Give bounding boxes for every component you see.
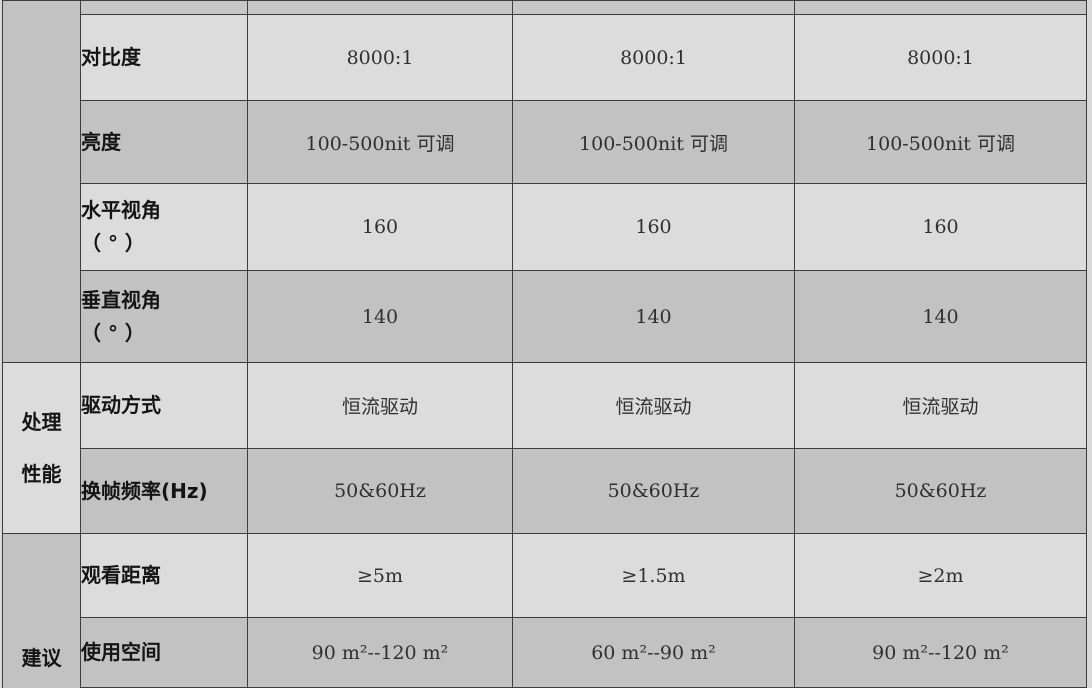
value-brightness-col3: 100-500nit 可调 [794,100,1087,184]
label-cell-contrast: 对比度 [80,14,248,101]
value-hangle-col1: 160 [247,183,513,271]
table-row-partial-top [2,0,1087,363]
value-drive-col3: 恒流驱动 [794,362,1087,449]
label-cell-drive-method: 驱动方式 [80,362,248,449]
label-cell-brightness: 亮度 [80,100,248,184]
label-cell-usage-space: 使用空间 [80,617,248,688]
value-drive-col1: 恒流驱动 [247,362,513,449]
value-partial-col3 [794,0,1087,15]
value-hangle-col2: 160 [512,183,795,271]
table-row-usage-space: 使用空间 90 m²--120 m² 60 m²--90 m² 90 m²--1… [3,617,1087,688]
value-partial-col2 [512,0,795,15]
value-space-col1: 90 m²--120 m² [247,617,513,688]
table-row-frame-rate: 换帧频率(Hz) 50&60Hz 50&60Hz 50&60Hz [3,448,1087,534]
value-contrast-col1: 8000:1 [247,14,513,101]
category-cell-processing-performance: 处理 性能 [2,362,81,534]
category-cell-suggestion: 建议 [2,533,81,688]
value-distance-col3: ≥2m [794,533,1087,618]
value-vangle-col2: 140 [512,270,795,363]
category-cell-display [2,0,81,363]
table-row-drive-method: 处理 性能 驱动方式 恒流驱动 恒流驱动 恒流驱动 [2,362,1087,534]
label-cell-partial [80,0,248,15]
label-cell-frame-rate: 换帧频率(Hz) [80,448,248,534]
value-space-col3: 90 m²--120 m² [794,617,1087,688]
table-row-vertical-viewing-angle: 垂直视角 （ ° ） 140 140 140 [3,270,1087,363]
value-contrast-col3: 8000:1 [794,14,1087,101]
table-row-viewing-distance: 建议 观看距离 ≥5m ≥1.5m ≥2m [2,533,1087,688]
label-cell-vertical-viewing-angle: 垂直视角 （ ° ） [80,270,248,363]
value-distance-col1: ≥5m [247,533,513,618]
value-partial-col1 [247,0,513,15]
value-distance-col2: ≥1.5m [512,533,795,618]
value-framerate-col2: 50&60Hz [512,448,795,534]
table-row-brightness: 亮度 100-500nit 可调 100-500nit 可调 100-500ni… [3,100,1087,184]
value-vangle-col3: 140 [794,270,1087,363]
value-vangle-col1: 140 [247,270,513,363]
label-cell-horizontal-viewing-angle: 水平视角 （ ° ） [80,183,248,271]
value-brightness-col2: 100-500nit 可调 [512,100,795,184]
table-row-horizontal-viewing-angle: 水平视角 （ ° ） 160 160 160 [3,183,1087,271]
label-cell-viewing-distance: 观看距离 [80,533,248,618]
value-framerate-col3: 50&60Hz [794,448,1087,534]
value-hangle-col3: 160 [794,183,1087,271]
value-space-col2: 60 m²--90 m² [512,617,795,688]
value-drive-col2: 恒流驱动 [512,362,795,449]
value-contrast-col2: 8000:1 [512,14,795,101]
value-brightness-col1: 100-500nit 可调 [247,100,513,184]
value-framerate-col1: 50&60Hz [247,448,513,534]
table-row-contrast: 对比度 8000:1 8000:1 8000:1 [3,14,1087,101]
